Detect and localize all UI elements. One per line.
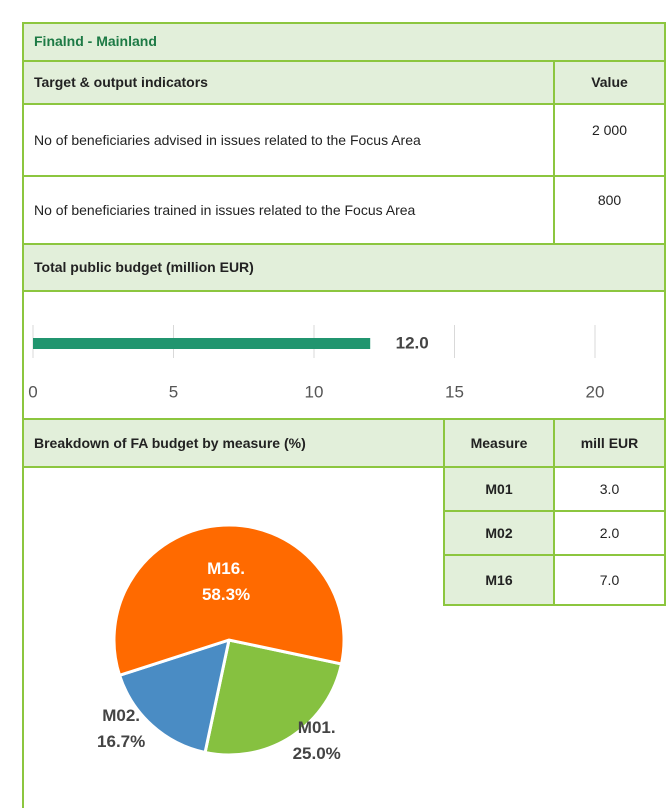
slice-label: M02. (102, 706, 140, 725)
pie-slice (117, 637, 232, 755)
bar (33, 338, 371, 349)
border (22, 175, 666, 177)
indicator-value: 800 (597, 191, 622, 208)
border (664, 22, 666, 606)
slice-value: 58.3% (202, 585, 250, 604)
value-label: 12.0 (396, 333, 429, 352)
border (22, 22, 666, 24)
slice-label: M16. (207, 559, 245, 578)
header-bg (22, 22, 666, 103)
border (553, 60, 555, 245)
column-header: Target & output indicators (34, 74, 208, 90)
section-title: Breakdown of FA budget by measure (%) (34, 434, 306, 451)
border (22, 466, 666, 468)
x-tick-label: 15 (445, 382, 464, 401)
column-header: Value (591, 74, 628, 90)
border (443, 418, 445, 606)
x-tick-label: 0 (28, 382, 37, 401)
header-bg (22, 418, 666, 466)
title: Finalnd - Mainland (34, 32, 157, 49)
measure: M01 (485, 480, 513, 497)
indicator-value: 2 000 (591, 121, 628, 138)
section-title: Total public budget (million EUR) (34, 259, 254, 275)
slice-value: 25.0% (293, 744, 341, 763)
measure-value: 3.0 (599, 480, 620, 497)
measure: M02 (485, 524, 513, 541)
measure-value: 7.0 (599, 571, 620, 588)
border (22, 22, 24, 808)
border (22, 60, 666, 62)
header-bg (22, 243, 666, 290)
column-header: Measure (470, 434, 528, 451)
x-tick-label: 20 (586, 382, 605, 401)
border (22, 103, 666, 105)
border (22, 290, 666, 292)
header-bg (443, 466, 553, 604)
slice-label: M01. (298, 718, 336, 737)
border (553, 418, 555, 606)
border (22, 418, 666, 420)
indicator-label: No of beneficiaries advised in issues re… (34, 131, 421, 148)
pie-slice (112, 523, 346, 678)
border (22, 243, 666, 245)
measure-value: 2.0 (599, 524, 620, 541)
x-tick-label: 10 (305, 382, 324, 401)
slice-value: 16.7% (97, 732, 145, 751)
x-tick-label: 5 (169, 382, 178, 401)
measure: M16 (485, 571, 513, 588)
column-header: mill EUR (580, 434, 639, 451)
indicator-label: No of beneficiaries trained in issues re… (34, 201, 416, 218)
pie-slice (203, 638, 344, 757)
